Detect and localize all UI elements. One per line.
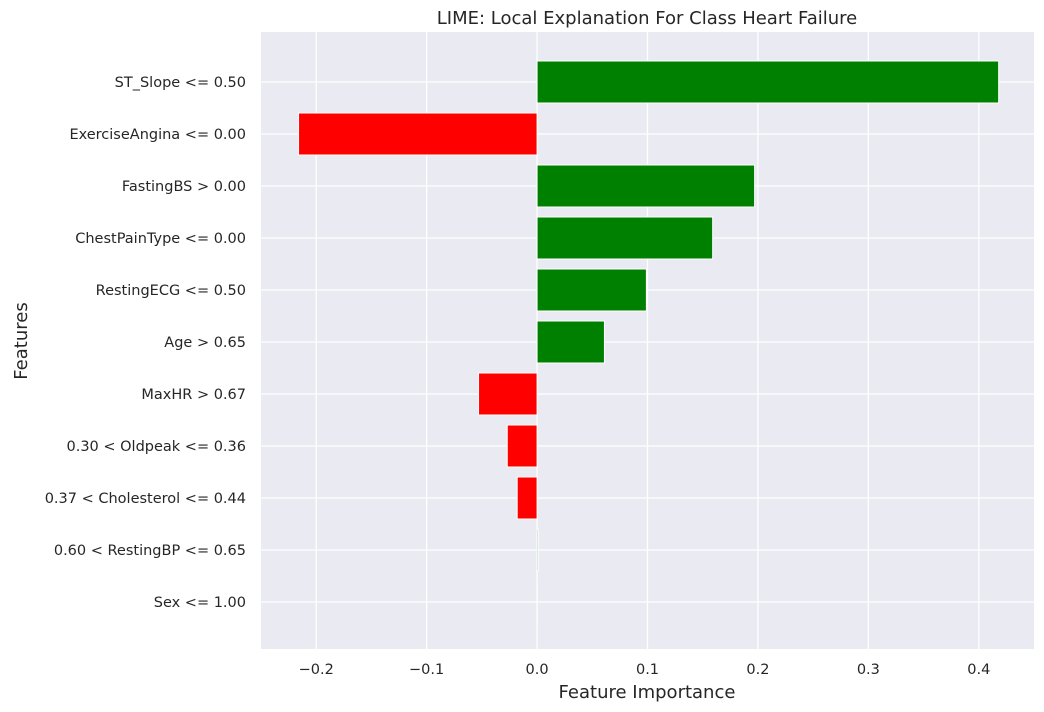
bar xyxy=(536,216,714,260)
y-tick-labels: ST_Slope <= 0.50 ExerciseAngina <= 0.00 Fa… xyxy=(45,75,246,611)
bar xyxy=(536,268,647,312)
y-tick-label: ST_Slope <= 0.50 xyxy=(115,75,246,91)
y-tick-label: 0.60 < RestingBP <= 0.65 xyxy=(54,543,246,559)
y-tick-label: ChestPainType <= 0.00 xyxy=(75,231,246,247)
bar xyxy=(506,424,538,468)
x-tick-label: −0.1 xyxy=(409,662,444,678)
y-axis-label: Features xyxy=(11,302,32,379)
y-tick-label: 0.30 < Oldpeak <= 0.36 xyxy=(66,439,246,455)
bar xyxy=(298,112,538,156)
y-tick-label: FastingBS > 0.00 xyxy=(122,179,246,195)
y-tick-label: MaxHR > 0.67 xyxy=(141,387,246,403)
bar xyxy=(536,60,1000,104)
x-tick-labels: −0.2 −0.1 0.0 0.1 0.2 0.3 0.4 xyxy=(299,662,991,678)
bar xyxy=(478,372,538,416)
y-tick-label: RestingECG <= 0.50 xyxy=(96,283,246,299)
bar xyxy=(516,476,538,520)
chart-title: LIME: Local Explanation For Class Heart … xyxy=(437,8,858,29)
bars xyxy=(298,60,1000,624)
x-tick-label: −0.2 xyxy=(299,662,334,678)
bar xyxy=(536,164,756,208)
y-tick-label: Age > 0.65 xyxy=(164,335,246,351)
y-tick-label: 0.37 < Cholesterol <= 0.44 xyxy=(45,491,246,507)
x-tick-label: 0.1 xyxy=(636,662,659,678)
x-axis-label: Feature Importance xyxy=(559,682,736,703)
bar xyxy=(536,320,605,364)
bar xyxy=(536,528,539,572)
y-tick-label: Sex <= 1.00 xyxy=(154,595,246,611)
x-tick-label: 0.3 xyxy=(857,662,880,678)
x-tick-label: 0.4 xyxy=(967,662,990,678)
x-tick-label: 0.2 xyxy=(746,662,769,678)
y-tick-label: ExerciseAngina <= 0.00 xyxy=(69,127,246,143)
x-tick-label: 0.0 xyxy=(526,662,549,678)
